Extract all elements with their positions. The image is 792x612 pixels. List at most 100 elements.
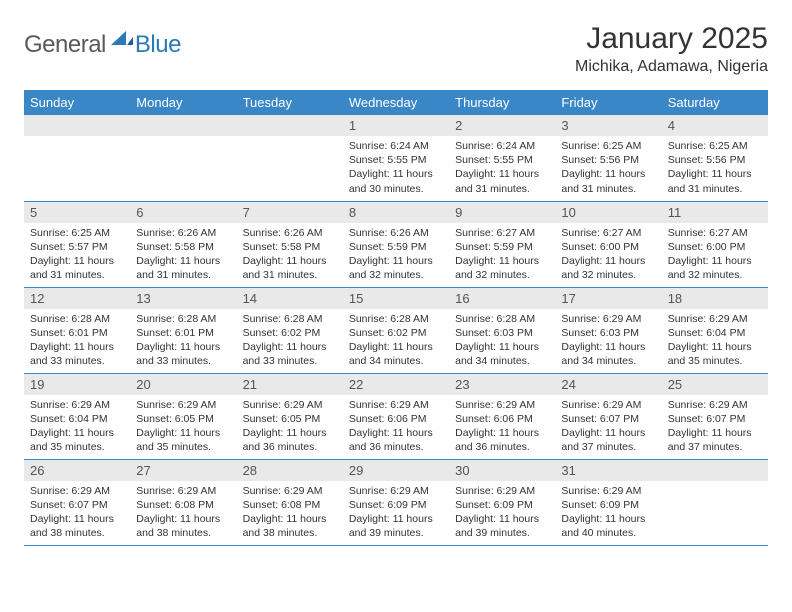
day-line: Sunrise: 6:27 AM	[561, 226, 655, 240]
sail-icon	[111, 28, 133, 51]
calendar-day-cell	[237, 115, 343, 201]
day-content: Sunrise: 6:24 AMSunset: 5:55 PMDaylight:…	[343, 136, 449, 200]
day-line: Sunset: 6:03 PM	[561, 326, 655, 340]
day-line: Sunset: 6:01 PM	[136, 326, 230, 340]
day-content: Sunrise: 6:29 AMSunset: 6:03 PMDaylight:…	[555, 309, 661, 373]
weekday-header: Wednesday	[343, 90, 449, 115]
day-number	[130, 115, 236, 136]
weekday-header-row: SundayMondayTuesdayWednesdayThursdayFrid…	[24, 90, 768, 115]
weekday-header: Thursday	[449, 90, 555, 115]
day-line: Daylight: 11 hours and 36 minutes.	[243, 426, 337, 454]
day-line: Daylight: 11 hours and 39 minutes.	[455, 512, 549, 540]
day-line: Sunrise: 6:26 AM	[243, 226, 337, 240]
day-content: Sunrise: 6:29 AMSunset: 6:09 PMDaylight:…	[449, 481, 555, 545]
day-number: 31	[555, 460, 661, 481]
day-number: 3	[555, 115, 661, 136]
day-content: Sunrise: 6:28 AMSunset: 6:03 PMDaylight:…	[449, 309, 555, 373]
day-line: Sunrise: 6:29 AM	[349, 398, 443, 412]
day-line: Sunrise: 6:29 AM	[668, 312, 762, 326]
day-line: Sunrise: 6:28 AM	[243, 312, 337, 326]
day-line: Daylight: 11 hours and 38 minutes.	[30, 512, 124, 540]
day-line: Sunset: 6:07 PM	[561, 412, 655, 426]
day-line: Daylight: 11 hours and 32 minutes.	[561, 254, 655, 282]
calendar-day-cell: 16Sunrise: 6:28 AMSunset: 6:03 PMDayligh…	[449, 287, 555, 373]
day-number: 18	[662, 288, 768, 309]
day-line: Sunrise: 6:29 AM	[455, 398, 549, 412]
day-line: Sunset: 6:05 PM	[243, 412, 337, 426]
day-line: Sunrise: 6:24 AM	[455, 139, 549, 153]
day-content: Sunrise: 6:29 AMSunset: 6:05 PMDaylight:…	[237, 395, 343, 459]
day-line: Sunset: 6:04 PM	[668, 326, 762, 340]
day-content: Sunrise: 6:28 AMSunset: 6:01 PMDaylight:…	[24, 309, 130, 373]
day-number: 14	[237, 288, 343, 309]
calendar-day-cell: 8Sunrise: 6:26 AMSunset: 5:59 PMDaylight…	[343, 201, 449, 287]
day-content: Sunrise: 6:25 AMSunset: 5:57 PMDaylight:…	[24, 223, 130, 287]
day-line: Sunrise: 6:26 AM	[136, 226, 230, 240]
day-line: Sunrise: 6:27 AM	[668, 226, 762, 240]
day-content: Sunrise: 6:27 AMSunset: 5:59 PMDaylight:…	[449, 223, 555, 287]
day-line: Daylight: 11 hours and 38 minutes.	[243, 512, 337, 540]
calendar-day-cell: 14Sunrise: 6:28 AMSunset: 6:02 PMDayligh…	[237, 287, 343, 373]
day-line: Sunset: 6:08 PM	[136, 498, 230, 512]
calendar-day-cell: 1Sunrise: 6:24 AMSunset: 5:55 PMDaylight…	[343, 115, 449, 201]
day-number: 21	[237, 374, 343, 395]
day-line: Daylight: 11 hours and 31 minutes.	[136, 254, 230, 282]
day-content: Sunrise: 6:24 AMSunset: 5:55 PMDaylight:…	[449, 136, 555, 200]
day-number: 20	[130, 374, 236, 395]
day-number: 15	[343, 288, 449, 309]
day-line: Sunset: 5:59 PM	[349, 240, 443, 254]
day-line: Daylight: 11 hours and 30 minutes.	[349, 167, 443, 195]
calendar-day-cell: 11Sunrise: 6:27 AMSunset: 6:00 PMDayligh…	[662, 201, 768, 287]
day-line: Daylight: 11 hours and 31 minutes.	[561, 167, 655, 195]
calendar-day-cell	[662, 459, 768, 545]
calendar-day-cell: 2Sunrise: 6:24 AMSunset: 5:55 PMDaylight…	[449, 115, 555, 201]
day-content: Sunrise: 6:26 AMSunset: 5:58 PMDaylight:…	[130, 223, 236, 287]
day-line: Sunrise: 6:28 AM	[30, 312, 124, 326]
calendar-day-cell: 18Sunrise: 6:29 AMSunset: 6:04 PMDayligh…	[662, 287, 768, 373]
day-line: Sunrise: 6:28 AM	[136, 312, 230, 326]
day-number: 2	[449, 115, 555, 136]
day-line: Sunset: 5:55 PM	[455, 153, 549, 167]
day-line: Daylight: 11 hours and 32 minutes.	[668, 254, 762, 282]
day-line: Daylight: 11 hours and 37 minutes.	[668, 426, 762, 454]
calendar-day-cell	[24, 115, 130, 201]
day-line: Sunset: 6:07 PM	[668, 412, 762, 426]
day-line: Sunset: 5:57 PM	[30, 240, 124, 254]
calendar-day-cell: 30Sunrise: 6:29 AMSunset: 6:09 PMDayligh…	[449, 459, 555, 545]
day-number: 8	[343, 202, 449, 223]
day-line: Daylight: 11 hours and 38 minutes.	[136, 512, 230, 540]
day-number	[24, 115, 130, 136]
day-number: 4	[662, 115, 768, 136]
logo-text-2: Blue	[135, 31, 181, 59]
day-number: 6	[130, 202, 236, 223]
calendar-day-cell: 15Sunrise: 6:28 AMSunset: 6:02 PMDayligh…	[343, 287, 449, 373]
day-number: 24	[555, 374, 661, 395]
weekday-header: Monday	[130, 90, 236, 115]
day-line: Daylight: 11 hours and 36 minutes.	[349, 426, 443, 454]
day-line: Sunrise: 6:27 AM	[455, 226, 549, 240]
day-line: Sunrise: 6:25 AM	[30, 226, 124, 240]
day-line: Daylight: 11 hours and 31 minutes.	[668, 167, 762, 195]
day-line: Sunrise: 6:24 AM	[349, 139, 443, 153]
day-line: Sunrise: 6:29 AM	[561, 398, 655, 412]
day-line: Sunset: 6:09 PM	[455, 498, 549, 512]
day-content: Sunrise: 6:28 AMSunset: 6:02 PMDaylight:…	[237, 309, 343, 373]
calendar-day-cell: 7Sunrise: 6:26 AMSunset: 5:58 PMDaylight…	[237, 201, 343, 287]
day-line: Sunrise: 6:26 AM	[349, 226, 443, 240]
day-line: Sunset: 6:01 PM	[30, 326, 124, 340]
calendar-day-cell: 6Sunrise: 6:26 AMSunset: 5:58 PMDaylight…	[130, 201, 236, 287]
calendar-week-row: 1Sunrise: 6:24 AMSunset: 5:55 PMDaylight…	[24, 115, 768, 201]
day-content: Sunrise: 6:25 AMSunset: 5:56 PMDaylight:…	[555, 136, 661, 200]
day-number: 12	[24, 288, 130, 309]
day-line: Daylight: 11 hours and 33 minutes.	[243, 340, 337, 368]
calendar-day-cell: 25Sunrise: 6:29 AMSunset: 6:07 PMDayligh…	[662, 373, 768, 459]
day-line: Daylight: 11 hours and 31 minutes.	[455, 167, 549, 195]
day-number: 19	[24, 374, 130, 395]
calendar-day-cell: 20Sunrise: 6:29 AMSunset: 6:05 PMDayligh…	[130, 373, 236, 459]
day-content: Sunrise: 6:29 AMSunset: 6:07 PMDaylight:…	[24, 481, 130, 545]
calendar-day-cell: 4Sunrise: 6:25 AMSunset: 5:56 PMDaylight…	[662, 115, 768, 201]
day-line: Sunset: 6:05 PM	[136, 412, 230, 426]
day-line: Sunset: 6:00 PM	[668, 240, 762, 254]
day-content: Sunrise: 6:29 AMSunset: 6:09 PMDaylight:…	[555, 481, 661, 545]
day-number: 25	[662, 374, 768, 395]
